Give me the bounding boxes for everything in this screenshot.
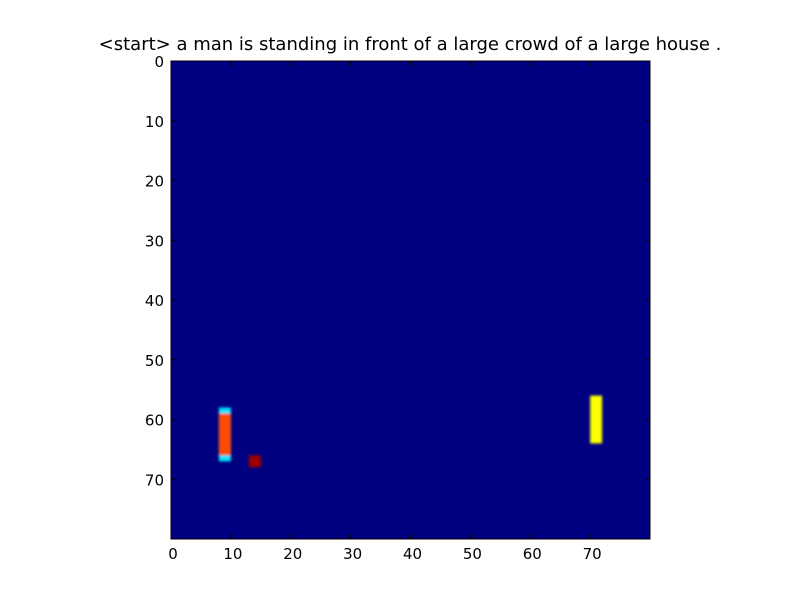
y-tick-label: 60 [145,412,164,430]
x-tick-label: 0 [168,545,178,563]
y-tick-label: 20 [145,173,164,191]
heatmap-cell-left-bar-core [218,413,231,456]
y-tick-label: 50 [145,352,164,370]
y-tick-label: 30 [145,232,164,250]
heatmap-cell-small-spot [248,455,261,468]
x-tick-label: 70 [583,545,602,563]
y-tick-label: 70 [145,471,164,489]
x-tick-label: 10 [223,545,242,563]
y-axis: 0 10 20 30 40 50 60 70 [145,53,650,489]
x-tick-label: 40 [403,545,422,563]
y-tick-label: 10 [145,113,164,131]
x-tick-label: 20 [283,545,302,563]
x-tick-label: 50 [463,545,482,563]
x-tick-label: 60 [523,545,542,563]
y-tick-label: 0 [154,53,164,71]
heatmap-cell-right-bar [590,395,603,444]
chart-title: <start> a man is standing in front of a … [98,34,722,55]
x-tick-label: 30 [343,545,362,563]
heatmap-background [171,61,650,539]
x-axis: 0 10 20 30 40 50 60 70 [168,61,602,563]
heatmap-hotspots [218,395,603,468]
y-tick-label: 40 [145,292,164,310]
